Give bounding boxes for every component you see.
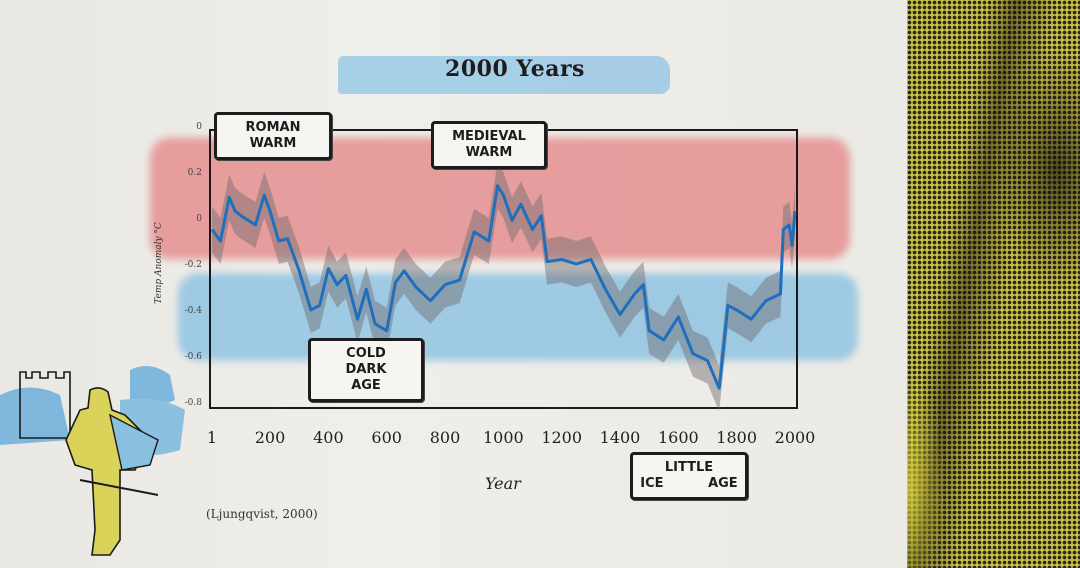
shield xyxy=(108,413,159,471)
annotation-roman-warm: ROMAN WARM xyxy=(214,112,332,160)
knight-illustration xyxy=(0,366,185,556)
x-tick-label: 400 xyxy=(313,428,344,447)
castle-tower xyxy=(19,371,71,439)
chart-title: 2000 Years xyxy=(445,56,585,82)
x-tick-label: 800 xyxy=(430,428,461,447)
y-tick-label: 0.2 xyxy=(188,168,202,178)
y-tick-label: -0.4 xyxy=(185,306,203,316)
x-tick-label: 1000 xyxy=(483,428,524,447)
x-tick-label: 1 xyxy=(207,428,217,447)
x-tick-label: 1400 xyxy=(600,428,641,447)
warm-band xyxy=(150,137,850,260)
sword xyxy=(79,479,159,496)
annotation-cold-dark-age: COLD DARK AGE xyxy=(308,338,424,402)
title-brush-stroke xyxy=(338,56,670,94)
x-tick-label: 1600 xyxy=(658,428,699,447)
annotation-little-ice-age: LITTLE ICE AGE xyxy=(630,452,748,500)
x-axis-label: Year xyxy=(485,474,521,493)
y-tick-label: -0.6 xyxy=(185,352,203,362)
x-tick-label: 600 xyxy=(371,428,402,447)
x-tick-label: 200 xyxy=(255,428,286,447)
castle-wash xyxy=(0,387,70,445)
y-tick-label: -0.8 xyxy=(185,398,203,408)
annotation-medieval-warm: MEDIEVAL WARM xyxy=(431,121,547,169)
y-tick-label: 0 xyxy=(196,214,202,224)
x-tick-label: 2000 xyxy=(775,428,816,447)
source-citation: (Ljungqvist, 2000) xyxy=(206,507,318,521)
y-tick-label: -0.2 xyxy=(185,260,202,270)
x-tick-label: 1200 xyxy=(541,428,582,447)
y-tick-label: 0 xyxy=(196,122,202,132)
x-tick-label: 1800 xyxy=(716,428,757,447)
halftone-photo-edge xyxy=(907,0,1080,568)
y-axis-label: Temp Anomaly °C xyxy=(154,222,164,304)
uncertainty-band xyxy=(212,162,795,412)
cloud-wash xyxy=(130,366,175,405)
